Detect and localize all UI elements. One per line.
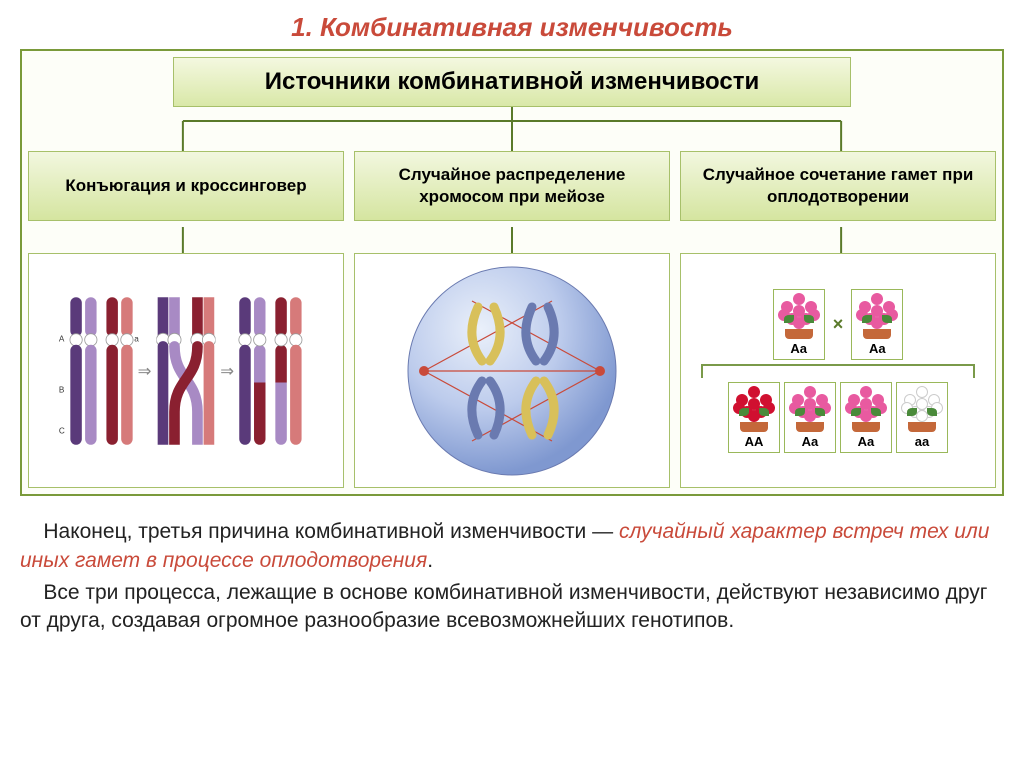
p1-prefix: Наконец, третья причина комбинативной из… bbox=[43, 520, 619, 543]
illustration-row: A B C a ⇒ bbox=[28, 253, 996, 488]
bracket-icon bbox=[701, 364, 975, 378]
locus-A: A bbox=[59, 335, 64, 344]
p1-suffix: . bbox=[427, 549, 433, 572]
p2-text: Все три процесса, лежащие в основе комби… bbox=[20, 581, 987, 632]
genotype-label: AA bbox=[733, 434, 775, 449]
diagram-title: Источники комбинативной изменчивости bbox=[173, 57, 851, 107]
cell-sphere bbox=[402, 261, 622, 481]
locus-B: B bbox=[59, 385, 64, 394]
category-row: Конъюгация и кроссинговер Случайное расп… bbox=[28, 151, 996, 221]
parent-2: Aa bbox=[851, 289, 903, 360]
connector-top bbox=[28, 107, 996, 151]
genotype-label: Aa bbox=[856, 341, 898, 356]
genotype-label: Aa bbox=[845, 434, 887, 449]
offspring-2: Aa bbox=[784, 382, 836, 453]
offspring-1: AA bbox=[728, 382, 780, 453]
genotype-label: aa bbox=[901, 434, 943, 449]
cross-icon: × bbox=[833, 314, 844, 335]
category-fertilization: Случайное сочетание гамет при оплодотвор… bbox=[680, 151, 996, 221]
category-meiosis: Случайное распределение хромосом при мей… bbox=[354, 151, 670, 221]
category-crossingover: Конъюгация и кроссинговер bbox=[28, 151, 344, 221]
parent-row: Aa × Aa bbox=[773, 289, 904, 360]
offspring-row: AA Aa Aa aa bbox=[728, 382, 948, 453]
arrow-icon: ⇒ bbox=[138, 360, 152, 381]
illus-crossingover: A B C a ⇒ bbox=[28, 253, 344, 488]
body-text: Наконец, третья причина комбинативной из… bbox=[20, 518, 1004, 635]
genotype-label: Aa bbox=[789, 434, 831, 449]
locus-C: C bbox=[59, 426, 65, 435]
illus-fertilization: Aa × Aa AA Aa bbox=[680, 253, 996, 488]
diagram-frame: Источники комбинативной изменчивости Кон… bbox=[20, 49, 1004, 496]
offspring-4: aa bbox=[896, 382, 948, 453]
offspring-3: Aa bbox=[840, 382, 892, 453]
genotype-label: Aa bbox=[778, 341, 820, 356]
arrow-icon: ⇒ bbox=[220, 360, 234, 381]
locus-a: a bbox=[135, 335, 140, 344]
connector-bottom bbox=[28, 227, 996, 253]
page-title: 1. Комбинативная изменчивость bbox=[20, 12, 1004, 43]
illus-meiosis bbox=[354, 253, 670, 488]
parent-1: Aa bbox=[773, 289, 825, 360]
